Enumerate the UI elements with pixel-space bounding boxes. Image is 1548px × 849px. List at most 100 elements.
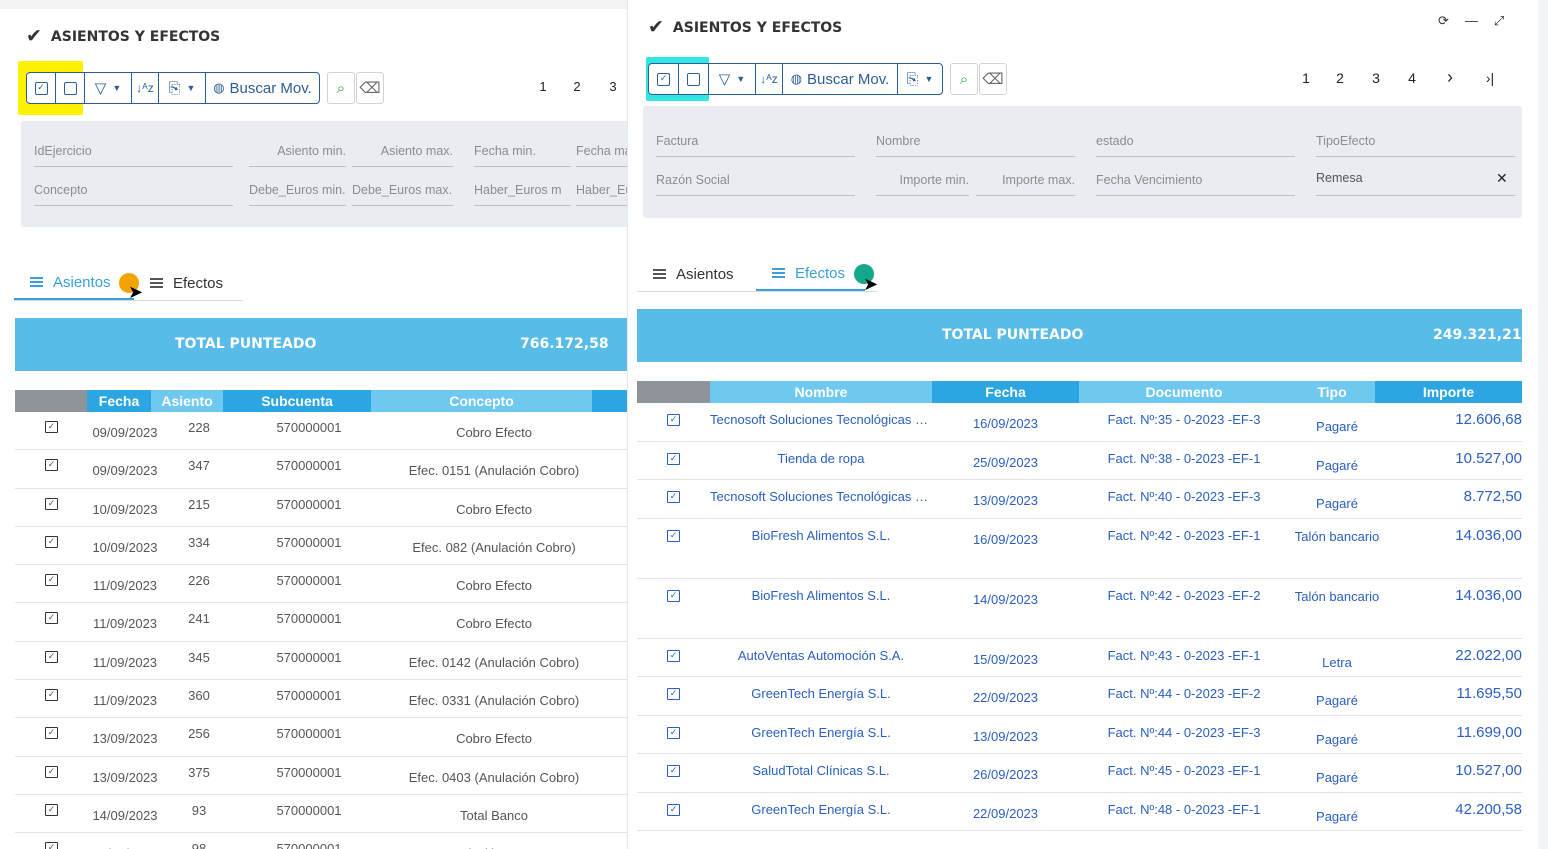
page-1[interactable]: 1 [1302,70,1310,86]
table-row[interactable]: ✓ BioFresh Alimentos S.L. 14/09/2023 Fact. … [637,579,1522,639]
export-button[interactable]: ⎘ ▼ [158,72,206,104]
row-checkbox-icon[interactable]: ✓ [45,574,58,587]
row-checkbox-icon[interactable]: ✓ [667,529,680,542]
row-checkbox-icon[interactable]: ✓ [667,765,680,777]
cell-nombre[interactable]: GreenTech Energía S.L. [751,686,891,701]
row-checkbox-icon[interactable]: ✓ [45,727,58,740]
row-checkbox-icon[interactable]: ✓ [45,650,58,663]
table-row[interactable]: ✓ 09/09/2023 228 570000001 Cobro Efecto [15,412,627,451]
header-fecha[interactable]: Fecha [87,390,151,412]
tab-asientos[interactable]: Asientos [637,257,756,291]
filter-button[interactable]: ▽ ▼ [708,63,756,95]
table-row[interactable]: ✓ 13/09/2023 256 570000001 Cobro Efecto [15,718,627,757]
table-row[interactable]: ✓ 11/09/2023 241 570000001 Cobro Efecto [15,603,627,642]
row-checkbox-icon[interactable]: ✓ [45,689,58,702]
sort-button[interactable]: ↓ᴬᴢ [755,63,783,95]
nombre-field[interactable]: Nombre [876,131,1075,157]
tab-efectos[interactable]: Efectos [134,266,239,300]
cell-nombre[interactable]: GreenTech Energía S.L. [751,801,891,817]
table-row[interactable]: ✓ 11/09/2023 360 570000001 Efec. 0331 (Anula… [15,680,627,719]
header-importe[interactable]: Importe [1375,381,1522,403]
debe-min-field[interactable]: Debe_Euros min. [249,180,346,206]
asiento-min-field[interactable]: Asiento min. [249,141,346,167]
header-fecha[interactable]: Fecha [932,381,1079,403]
row-checkbox-icon[interactable]: ✓ [667,649,680,662]
clear-filters-button[interactable]: ⌫ [356,72,384,104]
sort-button[interactable]: ↓ᴬᴢ [131,72,159,104]
search-movements-button[interactable]: ◍ Buscar Mov. [205,72,320,104]
table-row[interactable]: ✓ 11/09/2023 345 570000001 Efec. 0142 (Anula… [15,642,627,681]
row-checkbox-icon[interactable]: ✓ [45,421,58,433]
clear-remesa-icon[interactable]: ✕ [1496,170,1508,186]
header-nombre[interactable]: Nombre [710,381,932,403]
table-row[interactable]: ✓14/09/202398570000001Anulación Banco [15,833,627,849]
clear-filters-button[interactable]: ⌫ [979,63,1007,95]
row-checkbox-icon[interactable]: ✓ [45,612,58,625]
row-checkbox-icon[interactable]: ✓ [45,765,58,778]
asiento-max-field[interactable]: Asiento max. [352,141,453,167]
header-tipo[interactable]: Tipo [1289,381,1375,403]
razon-social-field[interactable]: Razón Social [656,170,855,196]
fecha-vencimiento-field[interactable]: Fecha Vencimiento [1096,170,1295,196]
row-checkbox-icon[interactable]: ✓ [667,589,680,602]
header-concepto[interactable]: Concepto [371,390,592,412]
table-row[interactable]: ✓ GreenTech Energía S.L. 22/09/2023 Fact. N… [637,677,1522,716]
table-row[interactable]: ✓ SaludTotal Clínicas S.L. 26/09/2023 Fact.… [637,754,1522,793]
importe-max-field[interactable]: Importe max. [976,170,1075,196]
table-row[interactable]: ✓ Tecnosoft Soluciones Tecnológicas S.L. 1… [637,480,1522,519]
row-checkbox-icon[interactable]: ✓ [45,459,58,472]
row-checkbox-icon[interactable]: ✓ [667,414,680,426]
header-documento[interactable]: Documento [1079,381,1289,403]
last-page-icon[interactable]: ›| [1485,70,1495,86]
row-checkbox-icon[interactable]: ✓ [45,842,58,849]
haber-min-field[interactable]: Haber_Euros m [474,180,571,206]
search-movements-button[interactable]: ◍ Buscar Mov. [782,63,898,95]
search-button[interactable]: ⌕ [327,72,355,104]
row-checkbox-icon[interactable]: ✓ [45,535,58,548]
check-all-button[interactable]: ✓ [648,63,679,95]
table-row[interactable]: ✓ 13/09/2023 375 570000001 Efec. 0403 (Anula… [15,757,627,795]
page-4[interactable]: 4 [1408,70,1416,86]
debe-max-field[interactable]: Debe_Euros max. [352,180,453,206]
minimize-icon[interactable]: — [1464,13,1478,28]
row-checkbox-icon[interactable]: ✓ [45,497,58,510]
table-row[interactable]: ✓ GreenTech Energía S.L. 22/09/2023 Fact. N… [637,793,1522,831]
tipoefecto-field[interactable]: TipoEfecto [1316,131,1515,157]
remesa-select[interactable]: Remesa [1316,168,1515,196]
page-2[interactable]: 2 [573,79,581,94]
row-checkbox-icon[interactable]: ✓ [667,491,680,503]
table-row[interactable]: ✓ BioFresh Alimentos S.L. 16/09/2023 Fact. … [637,519,1522,579]
table-row[interactable]: ✓ 09/09/2023 347 570000001 Efec. 0151 (Anula… [15,450,627,489]
factura-field[interactable]: Factura [656,131,855,157]
check-all-button[interactable]: ✓ [26,72,56,104]
row-checkbox-icon[interactable]: ✓ [667,803,680,816]
row-checkbox-icon[interactable]: ✓ [667,726,680,739]
tab-asientos[interactable]: Asientos [14,266,134,300]
cell-nombre[interactable]: BioFresh Alimentos S.L. [751,527,891,543]
uncheck-all-button[interactable] [678,63,709,95]
importe-min-field[interactable]: Importe min. [876,170,969,196]
fecha-min-field[interactable]: Fecha min. [474,141,571,167]
export-button[interactable]: ⎘ ▼ [897,63,943,95]
row-checkbox-icon[interactable]: ✓ [667,452,680,465]
cell-nombre[interactable]: AutoVentas Automoción S.A. [737,647,905,663]
filter-button[interactable]: ▽ ▼ [84,72,132,104]
uncheck-all-button[interactable] [55,72,85,104]
table-row[interactable]: ✓ 10/09/2023 334 570000001 Efec. 082 (Anulac… [15,527,627,566]
cell-nombre[interactable]: SaludTotal Clínicas S.L. [752,763,890,778]
cell-nombre[interactable]: BioFresh Alimentos S.L. [751,587,891,603]
fecha-max-field[interactable]: Fecha max. [576,141,627,167]
cell-nombre[interactable]: Tecnosoft Soluciones Tecnológicas S.L. [710,412,932,427]
page-3[interactable]: 3 [1372,70,1380,86]
next-page-icon[interactable]: › [1447,67,1453,87]
concepto-field[interactable]: Concepto [34,180,233,206]
cell-nombre[interactable]: Tecnosoft Soluciones Tecnológicas S.L. [710,489,932,504]
expand-icon[interactable]: ⤢ [1493,13,1505,28]
table-row[interactable]: ✓ Tecnosoft Soluciones Tecnológicas S.L. 1… [637,403,1522,442]
page-3[interactable]: 3 [609,79,617,94]
table-row[interactable]: ✓ 14/09/2023 93 570000001 Total Banco [15,795,627,834]
table-row[interactable]: ✓ Tienda de ropa 25/09/2023 Fact. Nº:38 - 0… [637,442,1522,480]
estado-field[interactable]: estado [1096,131,1295,157]
table-row[interactable]: ✓ 10/09/2023 215 570000001 Cobro Efecto [15,489,627,527]
page-2[interactable]: 2 [1336,70,1344,86]
